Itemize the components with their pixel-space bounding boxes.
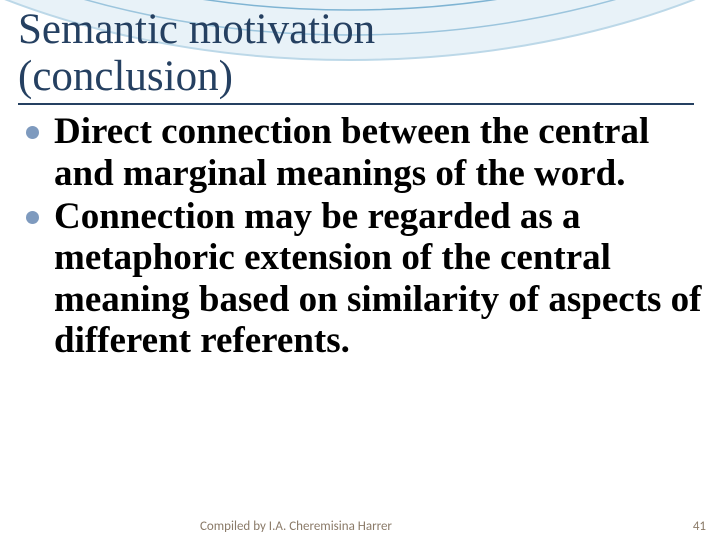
bullet-text: Connection may be regarded as a metaphor… (54, 196, 702, 361)
slide-title: Semantic motivation (conclusion) (18, 6, 702, 101)
list-item: Direct connection between the central an… (24, 111, 702, 194)
title-line-1: Semantic motivation (18, 6, 375, 53)
bullet-text: Direct connection between the central an… (54, 111, 649, 193)
list-item: Connection may be regarded as a metaphor… (24, 196, 702, 362)
title-underline (18, 103, 694, 106)
bullet-list: Direct connection between the central an… (18, 111, 702, 362)
title-line-2: (conclusion) (18, 53, 233, 100)
slide-body: Semantic motivation (conclusion) Direct … (0, 0, 720, 540)
